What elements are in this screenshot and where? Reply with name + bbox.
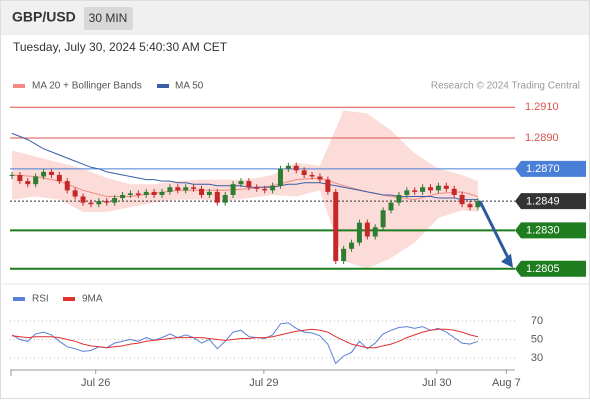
- candle: [143, 191, 149, 195]
- candle: [396, 194, 402, 203]
- candle: [104, 201, 110, 203]
- level-label: 1.2870: [526, 163, 560, 175]
- candle: [428, 187, 434, 191]
- level-label-box: [515, 260, 586, 277]
- candle: [151, 191, 157, 195]
- level-label: 1.2890: [525, 132, 559, 144]
- legend-label: MA 20 + Bollinger Bands: [32, 81, 142, 92]
- candle: [88, 202, 94, 205]
- candle: [96, 201, 102, 205]
- timestamp: Tuesday, July 30, 2024 5:40:30 AM CET: [13, 40, 228, 54]
- candle: [459, 194, 465, 205]
- candle: [246, 181, 252, 188]
- candle: [214, 191, 220, 203]
- y-tick-label: 70: [531, 315, 543, 327]
- candle: [309, 174, 315, 177]
- candle: [48, 171, 54, 175]
- candle: [127, 193, 133, 195]
- legend-swatch: [13, 297, 25, 301]
- candle: [380, 210, 386, 228]
- candle: [301, 170, 307, 175]
- level-label: 1.2849: [526, 196, 560, 208]
- candle: [443, 185, 449, 189]
- candle: [80, 196, 86, 203]
- x-tick-label: Jul 29: [249, 377, 278, 389]
- candle: [270, 185, 276, 191]
- candle: [135, 193, 141, 195]
- candle: [191, 187, 197, 189]
- symbol: GBP/USD: [12, 9, 76, 25]
- rsi-line: [11, 322, 479, 365]
- x-tick-label: Jul 30: [422, 377, 451, 389]
- candle: [388, 202, 394, 211]
- candle: [341, 248, 347, 262]
- legend-swatch: [157, 84, 169, 88]
- level-label-box: [515, 222, 586, 239]
- level-label-box: [515, 160, 586, 177]
- candle: [254, 187, 260, 189]
- candle: [183, 187, 189, 191]
- level-label: 1.2910: [525, 101, 559, 113]
- candle: [64, 181, 70, 191]
- candle: [451, 188, 457, 195]
- candle: [120, 194, 126, 199]
- y-tick-label: 50: [531, 333, 543, 345]
- candle: [435, 185, 441, 191]
- candle: [167, 187, 173, 192]
- candle: [41, 171, 47, 177]
- candle: [262, 188, 268, 191]
- rsi-line: [11, 328, 479, 349]
- forecast-arrowhead: [501, 253, 513, 268]
- candle: [56, 174, 62, 182]
- level-label: 1.2830: [526, 225, 560, 237]
- candle: [404, 190, 410, 195]
- legend-swatch: [63, 297, 75, 301]
- legend-swatch: [13, 84, 25, 88]
- candle: [412, 190, 418, 192]
- candle: [285, 165, 291, 169]
- forecast-arrow: [478, 200, 512, 263]
- interval: 30 MIN: [89, 11, 128, 25]
- candle: [475, 201, 481, 208]
- legend-label: RSI: [32, 294, 49, 305]
- legend-label: MA 50: [175, 81, 204, 92]
- level-label: 1.2805: [526, 263, 560, 275]
- candle: [372, 227, 378, 237]
- candle: [17, 174, 23, 182]
- candle: [293, 165, 299, 171]
- candle: [206, 191, 212, 195]
- candle: [356, 222, 362, 243]
- y-tick-label: 30: [531, 352, 543, 364]
- x-tick-label: Jul 26: [81, 377, 110, 389]
- candle: [159, 191, 165, 195]
- candle: [333, 191, 339, 262]
- candle: [72, 190, 78, 197]
- candle: [33, 176, 39, 185]
- x-tick-label: Aug 7: [492, 377, 521, 389]
- legend-label: 9MA: [82, 294, 103, 305]
- interval-badge: [84, 7, 133, 30]
- candle: [364, 222, 370, 237]
- credit: Research © 2024 Trading Central: [431, 81, 580, 92]
- candle: [277, 168, 283, 186]
- candle: [25, 181, 31, 185]
- level-label-box: [515, 193, 586, 210]
- candle: [238, 181, 244, 185]
- candle: [175, 187, 181, 191]
- candle: [222, 194, 228, 203]
- candle: [325, 179, 331, 192]
- candle: [230, 184, 236, 195]
- candle: [420, 187, 426, 192]
- candle: [317, 176, 323, 180]
- candle: [112, 198, 118, 203]
- candle: [9, 174, 15, 176]
- candle: [349, 242, 355, 249]
- candle: [467, 204, 473, 208]
- candle: [198, 188, 204, 195]
